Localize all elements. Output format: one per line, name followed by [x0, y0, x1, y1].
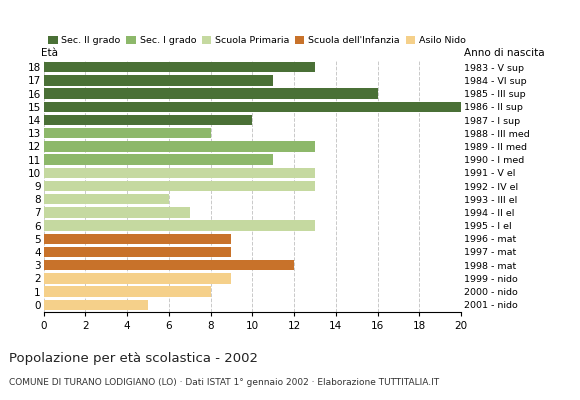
- Bar: [44, 154, 273, 165]
- Bar: [44, 75, 273, 86]
- Bar: [44, 141, 315, 152]
- Bar: [44, 115, 252, 125]
- Bar: [44, 234, 231, 244]
- Bar: [44, 273, 231, 284]
- Bar: [44, 260, 294, 270]
- Bar: [44, 128, 211, 138]
- Bar: [44, 300, 148, 310]
- Text: Età: Età: [41, 48, 57, 58]
- Bar: [44, 88, 378, 99]
- Legend: Sec. II grado, Sec. I grado, Scuola Primaria, Scuola dell'Infanzia, Asilo Nido: Sec. II grado, Sec. I grado, Scuola Prim…: [48, 36, 466, 45]
- Bar: [44, 102, 461, 112]
- Bar: [44, 194, 169, 204]
- Bar: [44, 168, 315, 178]
- Bar: [44, 62, 315, 72]
- Bar: [44, 207, 190, 218]
- Bar: [44, 220, 315, 231]
- Bar: [44, 181, 315, 191]
- Text: COMUNE DI TURANO LODIGIANO (LO) · Dati ISTAT 1° gennaio 2002 · Elaborazione TUTT: COMUNE DI TURANO LODIGIANO (LO) · Dati I…: [9, 378, 439, 387]
- Bar: [44, 247, 231, 257]
- Text: Popolazione per età scolastica - 2002: Popolazione per età scolastica - 2002: [9, 352, 258, 365]
- Text: Anno di nascita: Anno di nascita: [464, 48, 545, 58]
- Bar: [44, 286, 211, 297]
